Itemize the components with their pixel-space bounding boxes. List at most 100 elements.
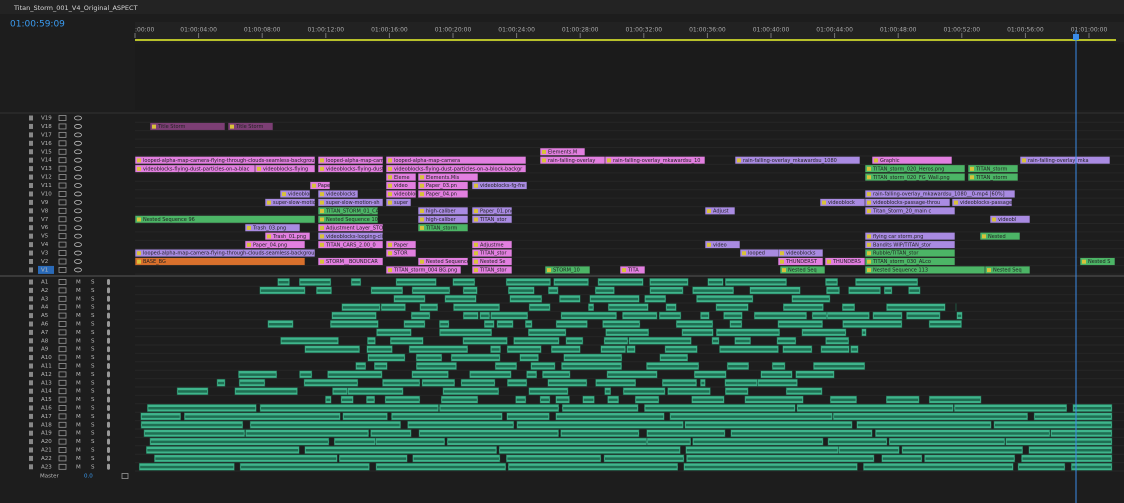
sync-icon[interactable] [58,312,67,319]
clip[interactable]: STORM_10 [545,266,590,274]
track-name[interactable]: A15 [41,397,52,403]
eye-icon[interactable] [74,174,82,180]
lock-icon[interactable] [29,279,33,285]
track-name[interactable]: V13 [41,166,52,172]
track-name[interactable]: V18 [41,124,52,130]
mic-icon[interactable] [107,430,110,437]
clip[interactable]: Adjustment Layer_STO [318,223,383,232]
mic-icon[interactable] [107,388,110,395]
clip[interactable]: Paper [310,181,333,190]
clip[interactable]: STORM__BOUNDCAR [318,257,383,266]
mic-icon[interactable] [107,354,110,361]
lock-icon[interactable] [29,321,33,327]
mic-icon[interactable] [107,455,110,462]
clip[interactable]: Paper_03.pn [418,181,468,190]
lock-icon[interactable] [29,157,33,163]
lock-icon[interactable] [29,447,33,453]
sync-icon[interactable] [58,157,67,164]
sync-icon[interactable] [58,396,67,403]
eye-icon[interactable] [74,115,82,121]
track-name[interactable]: A22 [41,456,52,462]
mute-button[interactable]: M [76,448,81,454]
playhead-handle[interactable] [1073,34,1079,40]
mic-icon[interactable] [107,363,110,369]
clip[interactable]: Nested Seq [780,266,825,274]
track-name[interactable]: V7 [41,217,49,223]
lock-icon[interactable] [29,267,33,273]
mic-icon[interactable] [107,312,110,319]
eye-icon[interactable] [74,259,82,264]
track-name[interactable]: V3 [41,251,49,257]
track-name[interactable]: V4 [41,242,49,248]
solo-button[interactable]: S [91,456,95,462]
lock-icon[interactable] [29,166,33,172]
lock-icon[interactable] [29,258,33,264]
timecode[interactable]: 01:00:59:09 [10,20,65,30]
clip[interactable]: video [705,240,740,249]
clip[interactable]: Paper [386,240,416,249]
eye-icon[interactable] [74,157,82,163]
clip[interactable]: looped-alpha-map-cam [318,156,384,164]
track-name[interactable]: A21 [41,448,52,454]
solo-button[interactable]: S [91,305,95,311]
sync-icon[interactable] [58,329,67,336]
clip[interactable]: TITAN_storm_004 BG.png [386,266,461,274]
clip[interactable]: looped-alpha-map-camera-flying-through-c… [135,249,315,257]
sync-icon[interactable] [58,438,67,445]
mic-icon[interactable] [107,379,110,386]
sync-icon[interactable] [58,346,67,353]
sync-icon[interactable] [58,241,67,248]
clip[interactable]: TITAN_STORM_01_CA [318,207,380,215]
mic-icon[interactable] [107,413,110,420]
track-name[interactable]: V16 [41,141,52,147]
sync-icon[interactable] [58,388,67,395]
eye-icon[interactable] [74,216,82,222]
clip[interactable]: Paper_04.png [245,240,305,249]
eye-icon[interactable] [74,267,82,273]
mute-button[interactable]: M [76,456,81,462]
mute-button[interactable]: M [76,422,81,428]
clip[interactable]: rain-falling-overlay [540,156,605,164]
track-name[interactable]: V17 [41,132,52,138]
eye-icon[interactable] [74,233,82,239]
solo-button[interactable]: S [91,347,95,353]
lock-icon[interactable] [29,346,33,352]
lock-icon[interactable] [29,338,33,344]
clip[interactable]: videoblocks [280,190,318,198]
lock-icon[interactable] [29,430,33,436]
solo-button[interactable]: S [91,330,95,336]
solo-button[interactable]: S [91,338,95,344]
clip[interactable]: looped-alpha-map-camera-flying-through-c… [135,156,315,164]
clip[interactable]: Trash_03.png [245,223,300,232]
clip[interactable]: TITAN_stor [472,249,512,257]
clip[interactable]: Paper_04.pn [418,190,468,198]
mute-button[interactable]: M [76,330,81,336]
mic-icon[interactable] [107,346,110,353]
sync-icon[interactable] [58,455,67,462]
sync-icon[interactable] [58,354,67,361]
track-target[interactable] [38,265,54,274]
clip[interactable]: super-slow-motion-sh [318,198,383,207]
mute-button[interactable]: M [76,397,81,403]
eye-icon[interactable] [74,140,82,146]
clip[interactable]: TITAN_stor [472,266,512,274]
track-name[interactable]: A13 [41,380,52,386]
solo-button[interactable]: S [91,439,95,445]
tab-title[interactable]: Titan_Storm_001_V4_Original_ASPECT [13,4,138,12]
clip[interactable]: videoblocks-flying-dust [318,164,384,173]
mute-button[interactable]: M [76,347,81,353]
sync-icon[interactable] [58,199,67,206]
lock-icon[interactable] [29,413,33,419]
clip[interactable]: rain-falling-overlay_mkawardsu_1080__0-m… [865,190,1015,198]
clip[interactable]: Title Storm [150,122,225,131]
lock-icon[interactable] [29,225,33,231]
clip[interactable]: videoblocks-passage [952,198,1012,207]
clip[interactable]: looped [740,249,780,257]
solo-button[interactable]: S [91,355,95,361]
track-name[interactable]: A8 [41,338,49,344]
lock-icon[interactable] [29,405,33,411]
track-name[interactable]: A18 [41,422,52,428]
mute-button[interactable]: M [76,372,81,378]
track-name[interactable]: V12 [41,175,52,181]
solo-button[interactable]: S [91,422,95,428]
